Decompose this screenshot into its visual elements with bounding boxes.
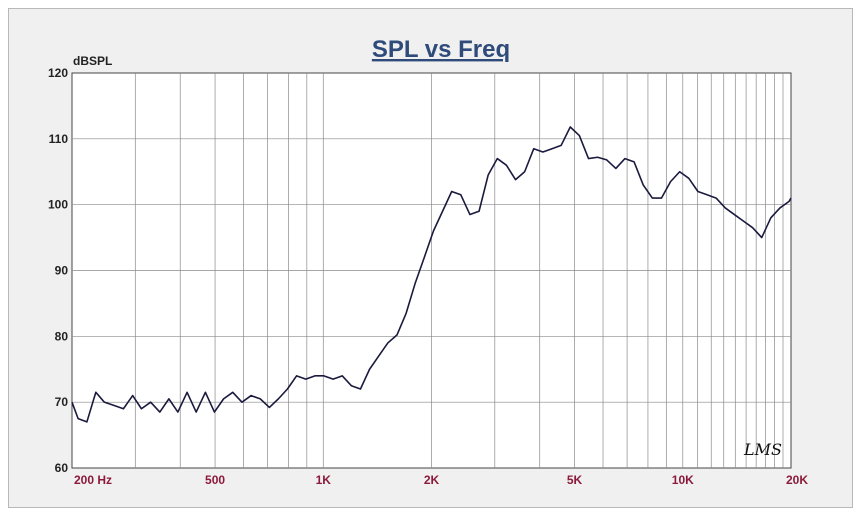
lms-watermark: LMS	[743, 440, 782, 459]
x-tick-label: 5K	[567, 473, 583, 487]
y-axis-label: dBSPL	[73, 54, 112, 68]
spl-chart: SPL vs Freq dBSPL 60 70 80 90 100 110 120 200 …	[48, 36, 808, 487]
x-tick-label: 200 Hz	[74, 473, 112, 487]
x-tick-label: 10K	[672, 473, 694, 487]
y-tick-label: 80	[55, 329, 69, 343]
x-tick-label: 500	[205, 473, 225, 487]
y-tick-label: 70	[55, 395, 69, 409]
x-tick-label: 20K	[786, 473, 808, 487]
y-tick-label: 120	[48, 66, 68, 80]
y-tick-label: 110	[49, 132, 69, 146]
y-tick-label: 60	[55, 461, 69, 475]
chart-title: SPL vs Freq	[372, 36, 510, 63]
chart-frame: SPL vs Freq dBSPL 60 70 80 90 100 110 120 200 …	[8, 8, 853, 508]
y-tick-labels: 60 70 80 90 100 110 120	[48, 66, 68, 475]
x-tick-labels: 200 Hz 500 1K 2K 5K 10K 20K	[74, 473, 808, 487]
spl-series-line	[71, 126, 792, 423]
x-tick-label: 1K	[316, 473, 332, 487]
y-tick-label: 100	[48, 198, 68, 212]
x-tick-label: 2K	[424, 473, 440, 487]
y-tick-label: 90	[55, 264, 69, 278]
